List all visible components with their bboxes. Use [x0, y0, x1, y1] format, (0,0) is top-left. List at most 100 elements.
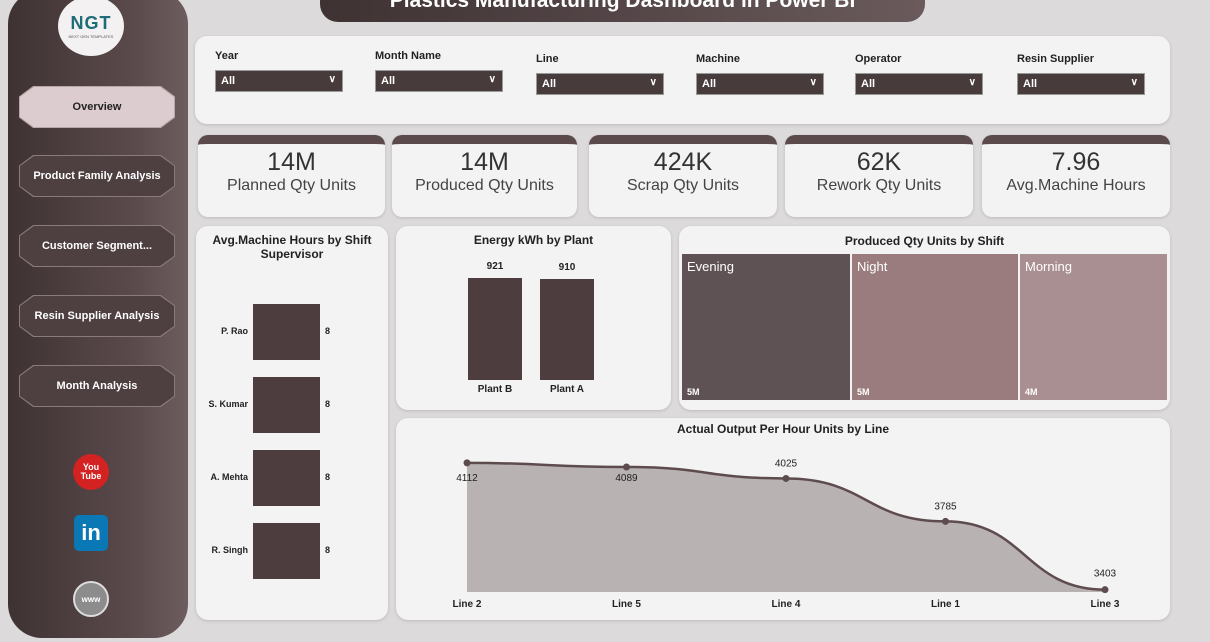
x-tick-label: Line 1: [931, 599, 960, 610]
bar-value-label: 8: [325, 472, 331, 482]
kpi-card: 14M Planned Qty Units: [198, 135, 385, 217]
youtube-icon[interactable]: You Tube: [73, 454, 109, 490]
filter-dropdown[interactable]: All ∨: [1017, 73, 1145, 95]
kpi-label: Produced Qty Units: [415, 177, 554, 194]
bar-category-label: Plant B: [477, 384, 513, 395]
treemap-chart: Produced Qty Units by Shift Evening 5M Nig…: [679, 226, 1170, 410]
filter-line: Line All ∨: [536, 53, 664, 95]
treemap-tile[interactable]: Morning 4M: [1020, 254, 1167, 400]
nav-product-family-analysis[interactable]: Product Family Analysis: [19, 155, 175, 197]
chart-title: Avg.Machine Hours by Shift Supervisor: [212, 233, 372, 261]
tile-label: Evening: [687, 259, 734, 274]
chevron-down-icon: ∨: [809, 77, 817, 88]
x-tick-label: Line 5: [612, 599, 641, 610]
chevron-down-icon: ∨: [328, 74, 336, 85]
filter-value: All: [542, 78, 557, 90]
filter-year: Year All ∨: [215, 50, 343, 92]
kpi-value: 14M: [267, 148, 316, 176]
chevron-down-icon: ∨: [649, 77, 657, 88]
filter-label: Resin Supplier: [1017, 53, 1095, 65]
bar-value-label: 921: [486, 261, 504, 272]
filter-value: All: [381, 75, 396, 87]
filter-dropdown[interactable]: All ∨: [855, 73, 983, 95]
tile-value: 5M: [687, 387, 700, 397]
data-label: 4025: [775, 458, 798, 469]
nav-month-analysis[interactable]: Month Analysis: [19, 365, 175, 407]
filter-dropdown[interactable]: All ∨: [375, 70, 503, 92]
filter-value: All: [702, 78, 717, 90]
filter-dropdown[interactable]: All ∨: [536, 73, 664, 95]
chart-title: Actual Output Per Hour Units by Line: [676, 422, 889, 436]
data-label: 3785: [934, 501, 957, 512]
treemap-tile[interactable]: Evening 5M: [682, 254, 850, 400]
x-tick-label: Line 3: [1091, 599, 1120, 610]
bar[interactable]: [253, 523, 320, 579]
x-tick-label: Line 2: [453, 599, 482, 610]
bar-value-label: 8: [325, 326, 331, 336]
tile-label: Night: [857, 259, 888, 274]
filter-label: Year: [215, 50, 239, 62]
logo: NGT NEXT GEN TEMPLATES: [58, 0, 124, 56]
area-chart-svg: 4112 Line 2 4089 Line 5 4025 Line 4 3785 Line 1…: [453, 458, 1120, 610]
supervisor-chart: Avg.Machine Hours by Shift Supervisor P.…: [196, 226, 388, 620]
bar[interactable]: [540, 279, 594, 380]
data-label: 3403: [1094, 569, 1117, 580]
kpi-card: 424K Scrap Qty Units: [589, 135, 777, 217]
data-label: 4112: [456, 473, 478, 484]
kpi-label: Rework Qty Units: [816, 177, 942, 194]
data-point[interactable]: [942, 517, 949, 525]
filter-value: All: [221, 75, 236, 87]
nav-customer-segment[interactable]: Customer Segment...: [19, 225, 175, 267]
area-fill: [467, 462, 1105, 592]
tile-value: 5M: [857, 387, 870, 397]
output-line-chart: Actual Output Per Hour Units by Line 411…: [396, 418, 1170, 620]
bar-category-label: Plant A: [549, 384, 585, 395]
kpi-card: 62K Rework Qty Units: [785, 135, 973, 217]
filter-label: Operator: [855, 53, 902, 65]
logo-subtext: NEXT GEN TEMPLATES: [68, 34, 114, 39]
globe-icon[interactable]: www: [73, 581, 109, 617]
bar-value-label: 8: [325, 399, 331, 409]
bar[interactable]: [253, 377, 320, 433]
bar-category-label: S. Kumar: [208, 399, 248, 409]
bar-category-label: A. Mehta: [210, 472, 248, 482]
bar[interactable]: [253, 304, 320, 360]
data-point[interactable]: [782, 474, 790, 482]
filter-resin-supplier: Resin Supplier All ∨: [1017, 53, 1145, 95]
tile-label: Morning: [1025, 259, 1072, 274]
kpi-value: 7.96: [1051, 148, 1101, 176]
nav-resin-supplier-analysis[interactable]: Resin Supplier Analysis: [19, 295, 175, 337]
data-point[interactable]: [463, 459, 471, 467]
energy-chart: Energy kWh by Plant 921 Plant B 910 Plant…: [396, 226, 671, 410]
tile-value: 4M: [1025, 387, 1038, 397]
kpi-label: Scrap Qty Units: [626, 177, 740, 194]
chevron-down-icon: ∨: [1130, 77, 1138, 88]
treemap-tile[interactable]: Night 5M: [852, 254, 1018, 400]
chevron-down-icon: ∨: [968, 77, 976, 88]
chevron-down-icon: ∨: [488, 74, 496, 85]
filter-label: Line: [536, 53, 559, 65]
x-tick-label: Line 4: [772, 599, 801, 610]
bar[interactable]: [468, 278, 522, 380]
filter-label: Machine: [696, 53, 741, 65]
data-point[interactable]: [623, 463, 630, 471]
kpi-card: 14M Produced Qty Units: [392, 135, 577, 217]
nav-overview[interactable]: Overview: [19, 86, 175, 128]
filter-dropdown[interactable]: All ∨: [215, 70, 343, 92]
bar-category-label: P. Rao: [221, 326, 248, 336]
data-point[interactable]: [1101, 586, 1109, 594]
bar[interactable]: [253, 450, 320, 506]
filter-value: All: [861, 78, 876, 90]
data-label: 4089: [615, 473, 638, 484]
page-title: Plastics Manufacturing Dashboard in Powe…: [320, 0, 925, 22]
filter-month-name: Month Name All ∨: [375, 50, 503, 92]
filter-machine: Machine All ∨: [696, 53, 824, 95]
bar-value-label: 910: [558, 262, 576, 274]
filter-dropdown[interactable]: All ∨: [696, 73, 824, 95]
linkedin-icon[interactable]: in: [74, 515, 108, 551]
logo-text: NGT: [70, 13, 112, 33]
bar-value-label: 8: [325, 545, 331, 555]
kpi-value: 424K: [653, 148, 713, 176]
filter-label: Month Name: [375, 50, 441, 62]
chart-title: Produced Qty Units by Shift: [844, 234, 1005, 248]
